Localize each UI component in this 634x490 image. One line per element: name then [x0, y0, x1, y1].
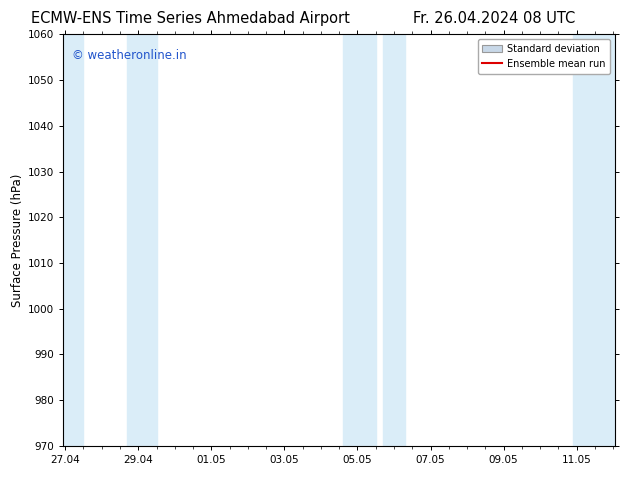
Text: Fr. 26.04.2024 08 UTC: Fr. 26.04.2024 08 UTC [413, 11, 576, 26]
Bar [343, 34, 376, 446]
Bar [383, 34, 405, 446]
Text: ECMW-ENS Time Series Ahmedabad Airport: ECMW-ENS Time Series Ahmedabad Airport [31, 11, 349, 26]
Legend: Standard deviation, Ensemble mean run: Standard deviation, Ensemble mean run [477, 39, 610, 74]
Y-axis label: Surface Pressure (hPa): Surface Pressure (hPa) [11, 173, 24, 307]
Bar [127, 34, 157, 446]
Bar [63, 34, 84, 446]
Bar [573, 34, 615, 446]
Text: © weatheronline.in: © weatheronline.in [72, 49, 186, 62]
